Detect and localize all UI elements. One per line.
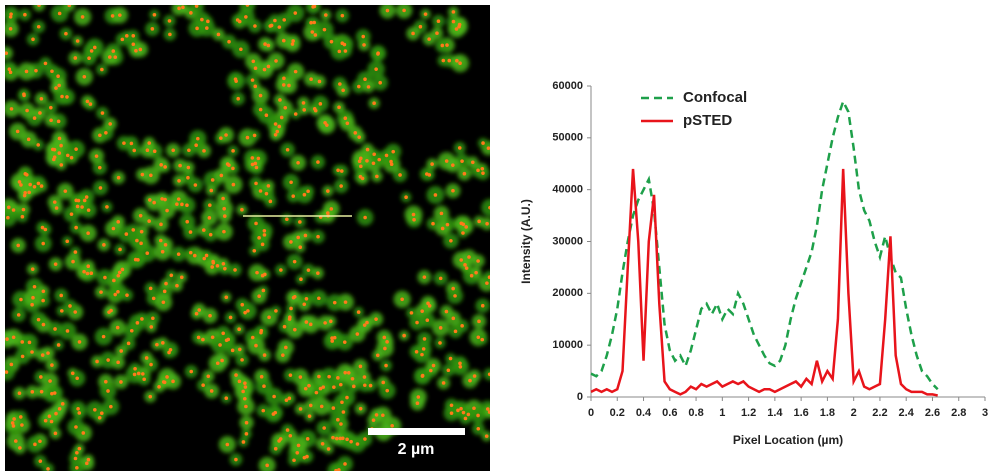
y-tick-label: 20000 [552,287,583,299]
y-axis-label: Intensity (A.U.) [519,199,533,284]
microscopy-image [0,0,499,476]
y-tick-label: 50000 [552,132,583,144]
x-tick-label: 3 [982,407,988,419]
y-tick-label: 0 [577,391,583,403]
x-tick-label: 0.4 [636,407,652,419]
chart: 0 10000 20000 30000 40000 50000 60000 0 0.2 0.4 0.… [519,80,988,447]
x-axis-label: Pixel Location (µm) [733,433,843,447]
x-tick-label: 2.6 [925,407,940,419]
x-tick-label: 0.2 [610,407,625,419]
x-tick-label: 1 [719,407,725,419]
x-tick-label: 1.2 [741,407,756,419]
x-tick-label: 1.4 [767,407,783,419]
x-tick-label: 1.8 [820,407,835,419]
scale-bar [368,428,465,435]
x-tick-label: 2.2 [872,407,887,419]
x-tick-label: 2 [851,407,857,419]
y-tick-label: 30000 [552,235,583,247]
series-line [591,169,938,396]
y-tick-label: 40000 [552,184,583,196]
figure: 2 µm 0 10000 20000 30000 40000 50000 60000 0 0.2… [0,0,988,476]
y-tick-label: 10000 [552,339,583,351]
x-tick-label: 0 [588,407,594,419]
x-tick-label: 1.6 [793,407,808,419]
x-tick-label: 0.6 [662,407,677,419]
y-tick-label: 60000 [552,80,583,92]
x-tick-label: 2.4 [899,407,915,419]
legend-label: pSTED [683,112,732,129]
legend-label: Confocal [683,89,747,106]
x-tick-label: 0.8 [688,407,703,419]
x-tick-label: 2.8 [951,407,966,419]
scale-bar-label: 2 µm [398,441,435,458]
